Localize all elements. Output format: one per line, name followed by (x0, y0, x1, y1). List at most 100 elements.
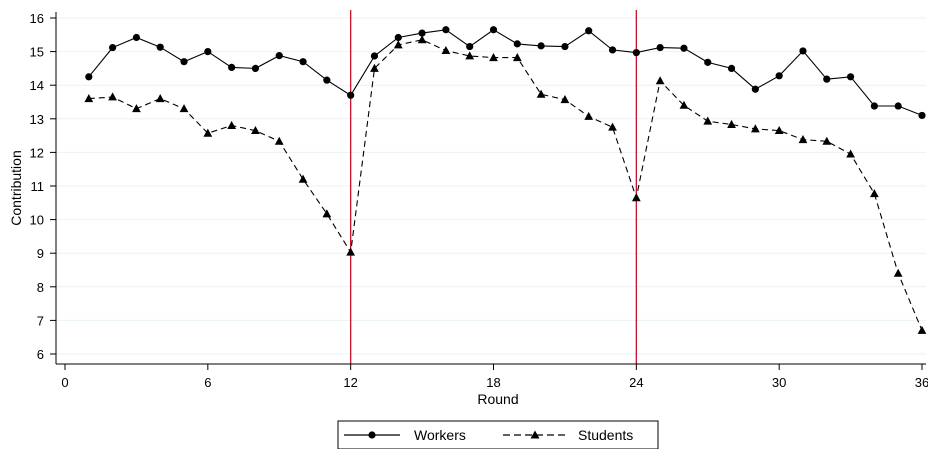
legend-workers-label: Workers (414, 427, 466, 443)
workers-point (228, 63, 236, 71)
workers-point (894, 102, 902, 110)
students-point (489, 53, 498, 62)
workers-line (88, 29, 923, 116)
workers-point (823, 75, 831, 83)
workers-point (418, 29, 426, 37)
workers-point (680, 44, 688, 52)
x-axis-title: Round (477, 391, 518, 407)
series (84, 26, 927, 334)
x-tick-label: 12 (343, 375, 357, 390)
y-tick-label: 12 (30, 145, 44, 160)
workers-point (156, 43, 164, 51)
workers-point (537, 42, 545, 50)
workers-point (561, 42, 569, 51)
axes (55, 12, 926, 365)
workers-point (608, 46, 617, 54)
x-tick-label: 0 (61, 375, 68, 390)
ticks: 6 7 8 9 10 11 12 13 14 15 16 0 6 12 18 24 30 36 (30, 11, 928, 390)
students-point (465, 51, 475, 60)
workers-point (394, 33, 402, 42)
legend-students-marker (530, 430, 540, 439)
students-point (132, 104, 141, 113)
y-tick-label: 7 (37, 313, 44, 328)
students-point (798, 135, 808, 144)
workers-point (347, 91, 355, 99)
x-tick-label: 36 (915, 375, 928, 390)
workers-point (251, 64, 260, 72)
y-tick-label: 13 (30, 112, 44, 127)
students-point (346, 247, 356, 256)
students-point (370, 63, 379, 72)
students-point (608, 122, 617, 131)
legend-workers-marker (368, 431, 376, 439)
workers-point (442, 26, 450, 34)
students-point (298, 174, 308, 183)
workers-point (180, 58, 188, 66)
workers-point (323, 76, 331, 84)
workers-point (85, 73, 93, 81)
workers-point (870, 102, 878, 110)
y-tick-label: 16 (30, 11, 44, 26)
workers-point (370, 52, 379, 60)
students-point (893, 268, 903, 277)
students-point (679, 100, 689, 109)
x-tick-label: 18 (486, 375, 500, 390)
x-tick-label: 24 (629, 375, 643, 390)
workers-point (275, 52, 283, 60)
students-point (917, 325, 927, 334)
students-point (227, 120, 237, 129)
workers-point (846, 73, 855, 81)
workers-point (799, 47, 807, 55)
students-point (584, 111, 594, 120)
students-point (251, 125, 260, 135)
workers-point (751, 85, 759, 93)
students-point (274, 136, 284, 145)
y-tick-label: 11 (31, 179, 45, 194)
workers-point (632, 49, 640, 57)
workers-point (132, 33, 141, 42)
workers-point (775, 72, 783, 80)
x-tick-label: 6 (204, 375, 211, 390)
workers-point (489, 26, 498, 34)
legend: Workers Students (337, 420, 659, 449)
workers-point (918, 111, 926, 120)
students-point (846, 149, 855, 158)
students-point (631, 193, 641, 202)
students-point (179, 104, 189, 113)
y-tick-label: 6 (37, 347, 44, 362)
workers-point (585, 27, 593, 35)
students-point (536, 89, 546, 98)
students-point (774, 125, 784, 135)
x-tick-label: 30 (772, 375, 786, 390)
workers-point (204, 48, 212, 56)
y-tick-label: 8 (37, 280, 44, 295)
y-axis-title: Contribution (8, 150, 24, 226)
students-point (822, 136, 832, 145)
students-point (655, 76, 665, 85)
workers-point (513, 40, 521, 48)
workers-point (656, 43, 664, 52)
students-point (393, 40, 403, 49)
workers-point (466, 42, 474, 51)
students-point (84, 94, 94, 103)
workers-point (704, 58, 712, 66)
workers-point (727, 64, 736, 72)
students-point (512, 53, 522, 62)
y-tick-label: 15 (30, 45, 44, 60)
students-point (703, 116, 713, 125)
workers-point (109, 43, 117, 52)
students-point (108, 92, 117, 101)
y-tick-label: 10 (30, 213, 44, 228)
students-point (727, 119, 736, 128)
students-point (322, 209, 332, 218)
students-line (88, 39, 923, 331)
students-point (560, 95, 570, 104)
workers-point (299, 58, 307, 66)
round-separators (350, 10, 637, 364)
students-point (441, 45, 451, 55)
grid-lines (56, 17, 926, 355)
y-tick-label: 9 (37, 246, 44, 261)
students-point (870, 189, 879, 198)
